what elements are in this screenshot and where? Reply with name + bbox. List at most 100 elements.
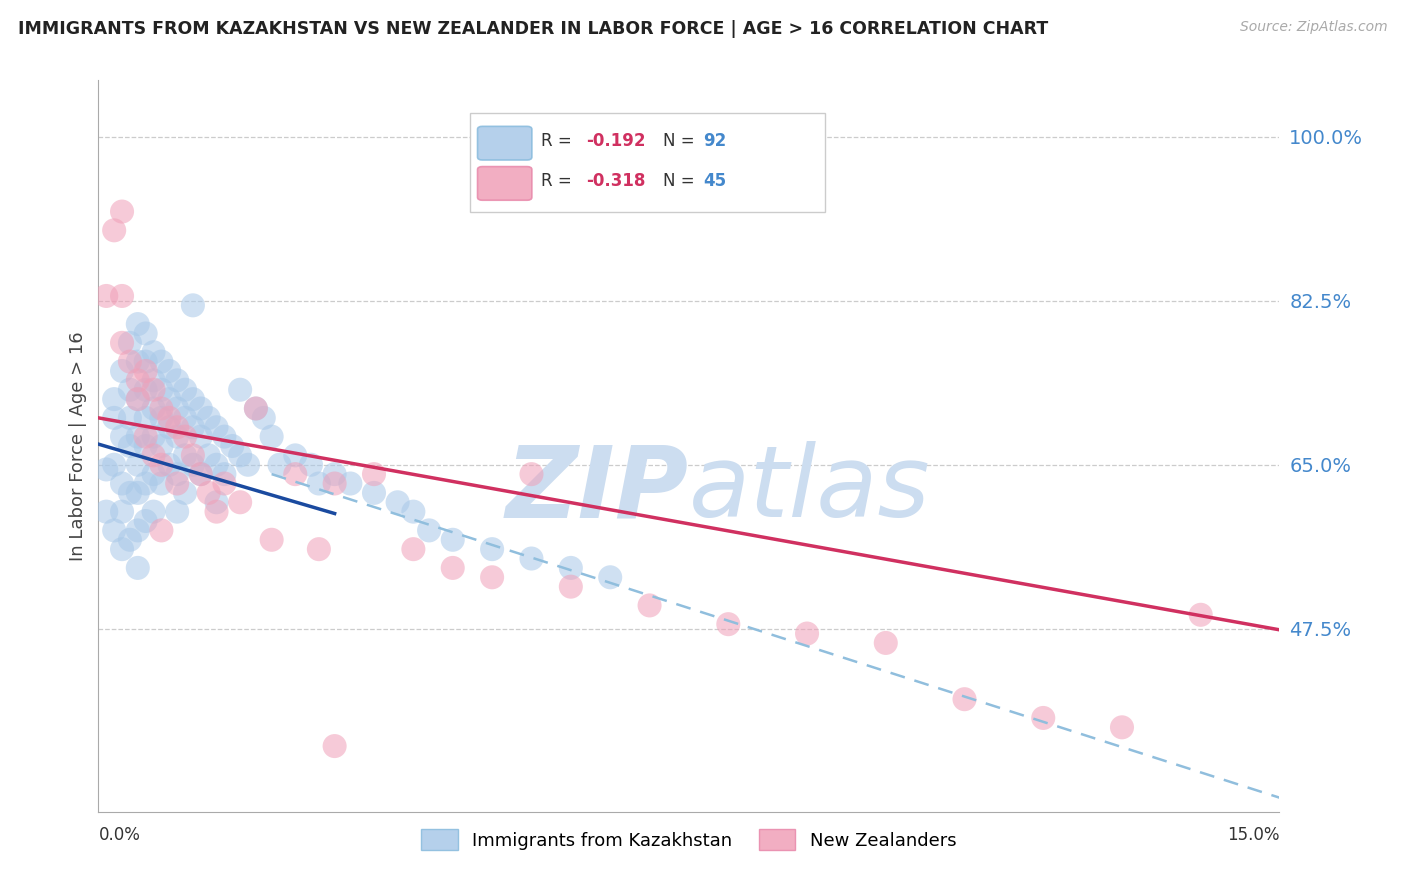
Point [111, 476, 134, 491]
Point [166, 373, 188, 387]
Point [135, 514, 157, 528]
Point [135, 354, 157, 368]
Text: -0.318: -0.318 [586, 172, 645, 190]
Point [142, 345, 165, 359]
Point [190, 429, 212, 443]
Point [135, 410, 157, 425]
Point [135, 429, 157, 443]
Text: 15.0%: 15.0% [1227, 826, 1279, 844]
FancyBboxPatch shape [471, 113, 825, 212]
Point [127, 561, 149, 575]
Point [111, 364, 134, 378]
Point [127, 392, 149, 406]
Text: -0.192: -0.192 [586, 132, 645, 150]
Point [236, 458, 259, 472]
Text: ZIP: ZIP [506, 442, 689, 539]
Point [308, 542, 330, 557]
Point [111, 335, 134, 350]
Point [142, 449, 165, 463]
Point [142, 467, 165, 482]
Point [260, 429, 283, 443]
Point [284, 449, 307, 463]
Point [205, 495, 228, 509]
Point [157, 458, 180, 472]
Point [387, 495, 409, 509]
Point [197, 449, 219, 463]
Point [150, 401, 173, 416]
Point [142, 505, 165, 519]
Point [127, 354, 149, 368]
Point [150, 354, 173, 368]
Text: IMMIGRANTS FROM KAZAKHSTAN VS NEW ZEALANDER IN LABOR FORCE | AGE > 16 CORRELATIO: IMMIGRANTS FROM KAZAKHSTAN VS NEW ZEALAN… [18, 20, 1049, 37]
Text: N =: N = [664, 172, 700, 190]
Text: 45: 45 [703, 172, 727, 190]
Point [157, 420, 180, 434]
Point [118, 439, 141, 453]
Point [135, 326, 157, 341]
Point [127, 524, 149, 538]
Point [441, 561, 464, 575]
Point [142, 383, 165, 397]
Y-axis label: In Labor Force | Age > 16: In Labor Force | Age > 16 [69, 331, 87, 561]
Point [157, 410, 180, 425]
Point [560, 580, 582, 594]
Point [174, 486, 197, 500]
Point [111, 505, 134, 519]
Point [103, 458, 125, 472]
Point [229, 383, 252, 397]
Point [875, 636, 897, 650]
Point [118, 533, 141, 547]
Point [127, 392, 149, 406]
Point [111, 542, 134, 557]
Text: Source: ZipAtlas.com: Source: ZipAtlas.com [1240, 20, 1388, 34]
Point [402, 542, 425, 557]
Text: R =: R = [541, 172, 578, 190]
Point [245, 401, 267, 416]
Point [402, 505, 425, 519]
Point [166, 420, 188, 434]
Legend: Immigrants from Kazakhstan, New Zealanders: Immigrants from Kazakhstan, New Zealande… [415, 822, 963, 857]
Point [118, 354, 141, 368]
Point [118, 486, 141, 500]
Point [166, 401, 188, 416]
Point [111, 204, 134, 219]
Point [441, 533, 464, 547]
Point [181, 392, 204, 406]
Point [229, 449, 252, 463]
FancyBboxPatch shape [478, 127, 531, 160]
Point [363, 486, 385, 500]
Point [1189, 607, 1212, 622]
Point [269, 458, 291, 472]
Point [150, 383, 173, 397]
Point [103, 410, 125, 425]
Point [796, 626, 818, 640]
Point [229, 495, 252, 509]
Point [363, 467, 385, 482]
Point [481, 542, 503, 557]
Point [118, 383, 141, 397]
Point [181, 449, 204, 463]
Point [214, 429, 236, 443]
Point [96, 505, 118, 519]
Point [174, 429, 197, 443]
Point [214, 476, 236, 491]
Point [308, 476, 330, 491]
Point [150, 410, 173, 425]
Point [520, 551, 543, 566]
Point [127, 373, 149, 387]
Text: 0.0%: 0.0% [98, 826, 141, 844]
Point [118, 335, 141, 350]
Point [135, 383, 157, 397]
Point [197, 410, 219, 425]
Point [127, 429, 149, 443]
Point [157, 364, 180, 378]
Point [166, 429, 188, 443]
Point [214, 467, 236, 482]
FancyBboxPatch shape [478, 167, 531, 200]
Point [181, 458, 204, 472]
Point [157, 392, 180, 406]
Point [560, 561, 582, 575]
Point [323, 739, 346, 753]
Point [953, 692, 976, 706]
Point [638, 599, 661, 613]
